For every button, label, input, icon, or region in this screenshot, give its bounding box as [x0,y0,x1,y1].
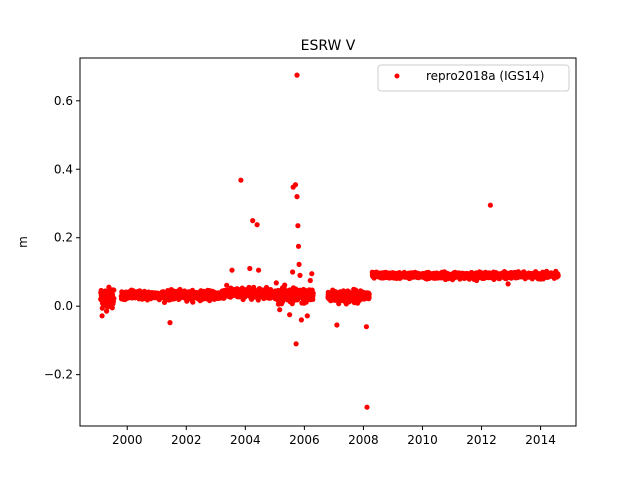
data-point-outlier [294,194,300,200]
legend-label: repro2018a (IGS14) [426,69,544,83]
data-point [555,273,561,279]
data-point-outlier [304,313,310,319]
data-point [282,282,288,288]
y-tick-label: 0.2 [54,231,73,245]
data-point-outlier [290,269,296,275]
data-point-outlier [296,261,302,267]
data-point-outlier [293,341,299,347]
y-axis-label: m [16,236,30,248]
data-point-outlier [364,404,370,410]
data-point [111,287,117,293]
data-point-outlier [256,267,262,273]
x-tick-label: 2004 [230,433,261,447]
data-point-outlier [292,182,299,188]
data-point-outlier [247,265,253,272]
x-tick-label: 2000 [112,433,143,447]
y-tick-label: 0.6 [54,94,73,108]
data-point-outlier [298,317,304,323]
data-point-outlier [295,243,302,249]
x-tick-label: 2010 [407,433,438,447]
data-point [336,301,342,307]
data-point [111,295,117,302]
y-tick-label: 0.4 [54,162,73,176]
data-point [190,299,196,305]
data-point-outlier [238,177,244,183]
x-tick-label: 2012 [466,433,497,447]
x-tick-label: 2014 [525,433,556,447]
chart-title: ESRW V [301,38,356,54]
x-tick-label: 2002 [171,433,202,447]
data-point [224,282,230,288]
data-point [310,296,316,302]
data-point-outlier [505,281,511,287]
data-point [366,291,372,297]
data-point-outlier [273,280,279,286]
y-tick-label: 0.0 [54,299,73,313]
data-point-outlier [309,271,315,277]
data-point-outlier [254,222,260,228]
x-tick-label: 2008 [348,433,379,447]
data-point-outlier [250,218,256,224]
data-point-outlier [167,320,173,326]
data-point-outlier [229,267,235,273]
data-point-outlier [297,272,303,278]
legend-box [377,64,570,92]
data-point-outlier [294,72,300,78]
data-point [289,301,295,307]
data-point-outlier [487,202,493,208]
axes-frame [79,57,577,427]
x-tick-label: 2006 [289,433,320,447]
data-point-outlier [363,324,369,330]
x-axis: 2000 2002 2004 2006 2008 2010 2012 2014 [112,426,556,447]
data-point [277,307,283,313]
data-point [310,290,316,296]
data-point-outlier [295,223,301,229]
data-point-outlier [334,322,340,328]
data-point-outlier [287,312,293,318]
data-point-outlier [99,313,105,319]
y-axis: −0.2 0.0 0.2 0.4 0.6 [44,94,80,382]
legend: repro2018a (IGS14) [377,64,570,92]
data-point [104,308,110,314]
legend-marker [394,73,400,79]
data-point [109,305,115,311]
y-tick-label: −0.2 [44,368,73,382]
plot-area [98,72,561,410]
data-point-outlier [307,277,313,284]
